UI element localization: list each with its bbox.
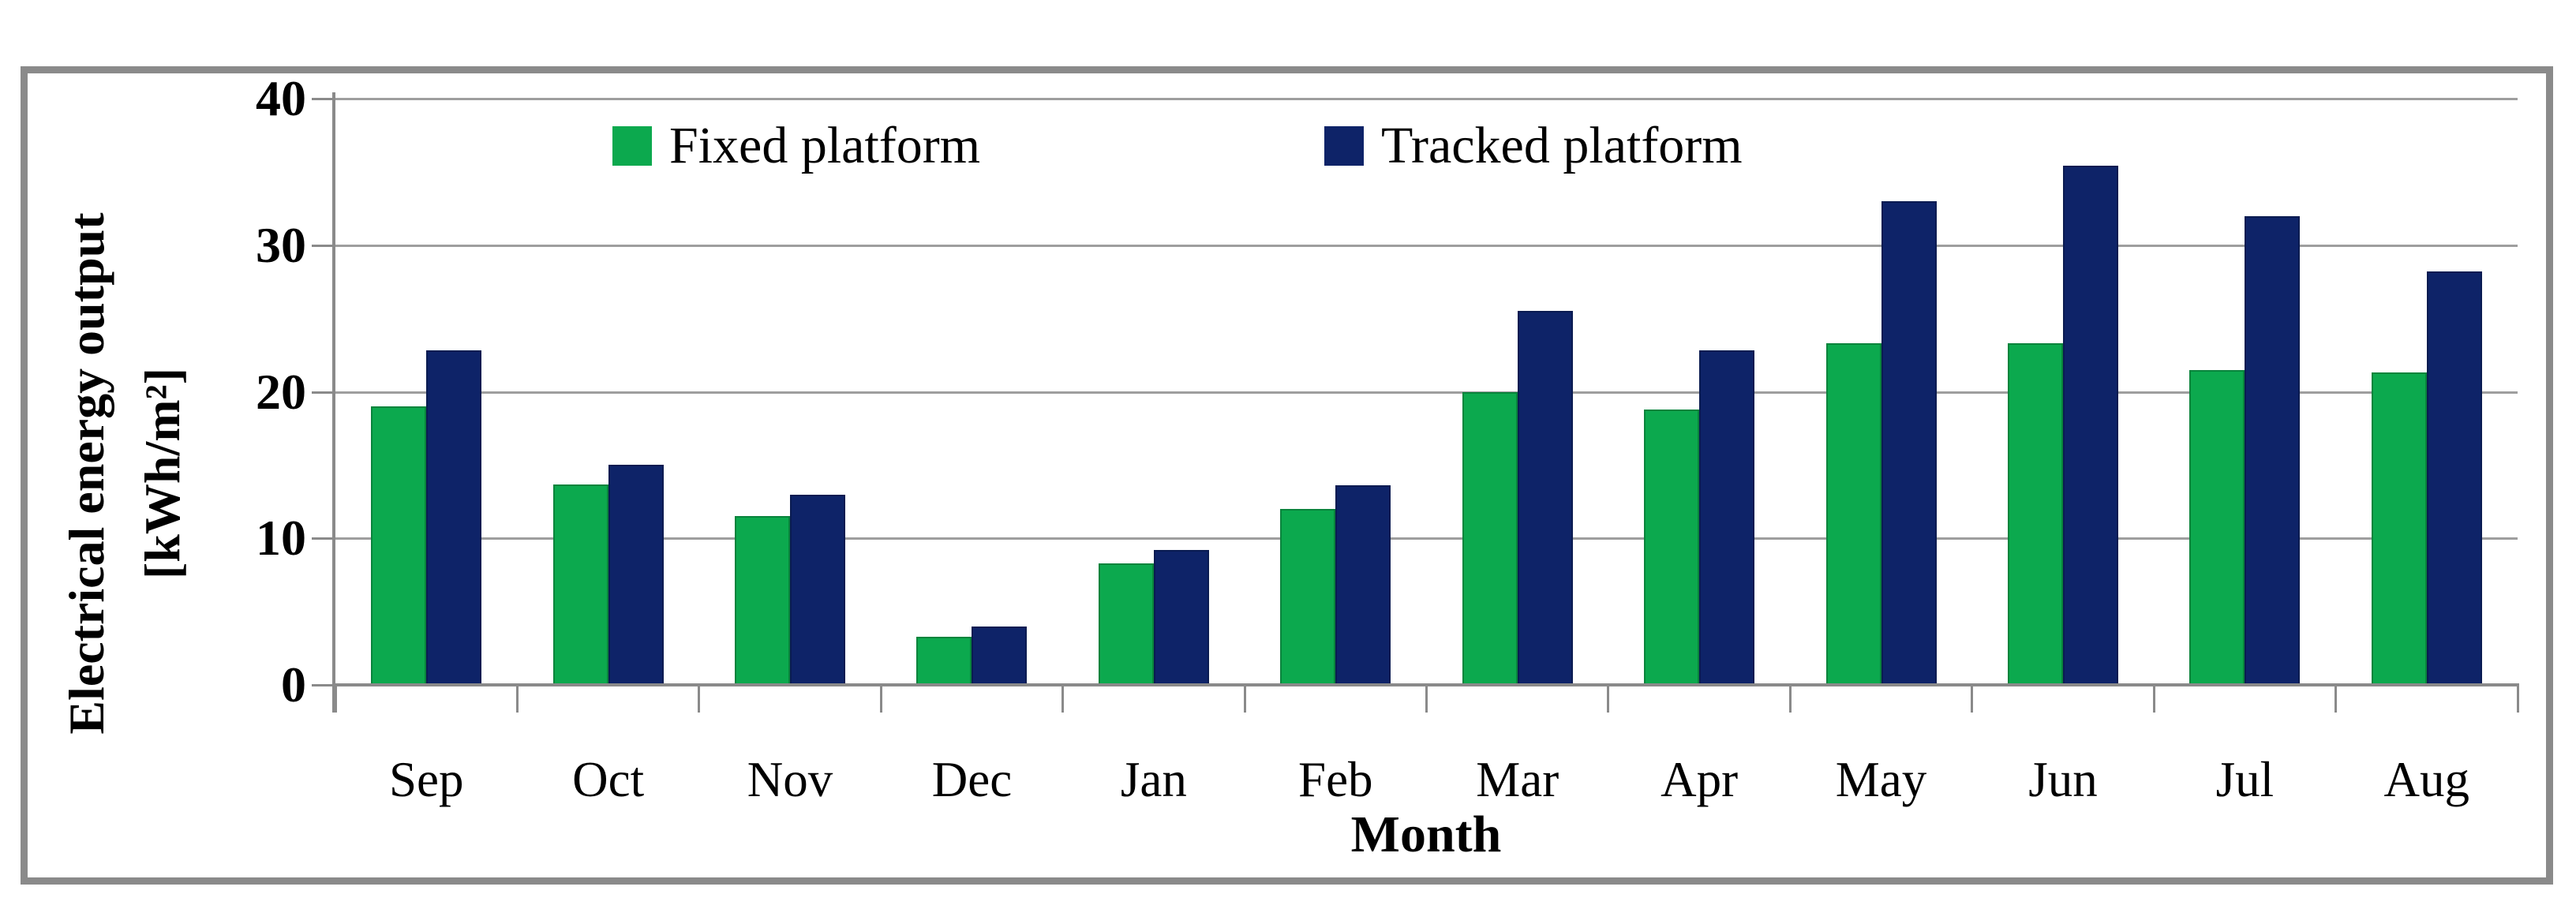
bar-tracked-apr — [1699, 350, 1755, 685]
legend-item-tracked: Tracked platform — [1324, 117, 1743, 174]
x-tick-label-dec: Dec — [931, 752, 1013, 807]
bar-fixed-aug — [2371, 372, 2427, 685]
legend-label-tracked: Tracked platform — [1381, 117, 1743, 174]
bar-fixed-sep — [371, 406, 427, 685]
bar-tracked-oct — [608, 465, 664, 685]
y-tick-label-30: 30 — [256, 216, 306, 273]
x-tick-label-nov: Nov — [747, 752, 833, 807]
bar-tracked-jul — [2245, 215, 2301, 685]
x-tick-label-feb: Feb — [1298, 752, 1373, 807]
bar-tracked-aug — [2426, 271, 2482, 685]
x-axis-line — [332, 683, 2519, 686]
bar-tracked-sep — [426, 350, 482, 685]
y-tick-40 — [312, 98, 332, 100]
x-tick-3 — [879, 686, 882, 713]
bar-tracked-mar — [1517, 311, 1573, 685]
y-axis-title-line2: [kWh/m²] — [134, 367, 190, 580]
x-tick-label-apr: Apr — [1661, 752, 1739, 807]
x-tick-label-jul: Jul — [2215, 752, 2275, 807]
x-tick-label-sep: Sep — [388, 752, 464, 807]
y-axis-line — [332, 92, 335, 713]
gridline-10 — [335, 537, 2518, 541]
y-tick-label-20: 20 — [256, 363, 306, 420]
x-tick-8 — [1788, 686, 1792, 713]
x-tick-1 — [515, 686, 519, 713]
bar-tracked-nov — [790, 494, 846, 685]
bar-fixed-jan — [1098, 563, 1154, 685]
gridline-40 — [335, 98, 2518, 100]
bar-fixed-apr — [1644, 409, 1700, 685]
bar-fixed-mar — [1462, 391, 1518, 685]
x-tick-7 — [1607, 686, 1610, 713]
bar-tracked-jun — [2062, 166, 2118, 685]
x-tick-5 — [1243, 686, 1246, 713]
x-tick-12 — [2516, 686, 2519, 713]
x-tick-label-jun: Jun — [2028, 752, 2098, 807]
x-tick-label-mar: Mar — [1476, 752, 1559, 807]
legend-item-fixed: Fixed platform — [612, 117, 981, 174]
y-tick-label-10: 10 — [256, 510, 306, 567]
y-tick-30 — [312, 244, 332, 247]
x-tick-4 — [1061, 686, 1065, 713]
x-tick-2 — [698, 686, 701, 713]
x-tick-label-oct: Oct — [572, 752, 645, 807]
gridline-20 — [335, 391, 2518, 394]
x-axis-title: Month — [1350, 806, 1502, 863]
y-tick-0 — [312, 684, 332, 686]
bar-fixed-jun — [2007, 343, 2063, 685]
y-tick-10 — [312, 537, 332, 541]
bar-fixed-feb — [1280, 509, 1336, 685]
bar-fixed-nov — [735, 516, 791, 685]
legend-swatch-fixed — [612, 126, 652, 166]
y-tick-label-0: 0 — [281, 656, 306, 713]
x-tick-label-jan: Jan — [1120, 752, 1187, 807]
x-tick-label-aug: Aug — [2383, 752, 2470, 807]
y-tick-label-40: 40 — [256, 70, 306, 126]
x-tick-11 — [2334, 686, 2338, 713]
bar-fixed-may — [1825, 343, 1881, 685]
x-tick-label-may: May — [1835, 752, 1927, 807]
bar-fixed-oct — [552, 484, 608, 685]
x-tick-0 — [334, 686, 337, 713]
bar-tracked-dec — [972, 626, 1028, 685]
bar-tracked-jan — [1153, 550, 1209, 685]
bar-fixed-dec — [916, 636, 972, 685]
y-axis-title-line1: Electrical energy output — [58, 212, 114, 735]
legend-label-fixed: Fixed platform — [669, 117, 981, 174]
legend-swatch-tracked — [1324, 126, 1364, 166]
x-tick-6 — [1425, 686, 1428, 713]
bar-tracked-feb — [1335, 485, 1391, 685]
x-tick-10 — [2152, 686, 2155, 713]
y-axis-title: Electrical energy output [kWh/m²] — [49, 110, 200, 836]
x-tick-9 — [1971, 686, 1974, 713]
y-tick-20 — [312, 391, 332, 394]
bar-tracked-may — [1881, 201, 1937, 685]
gridline-30 — [335, 244, 2518, 247]
bar-fixed-jul — [2189, 369, 2245, 685]
